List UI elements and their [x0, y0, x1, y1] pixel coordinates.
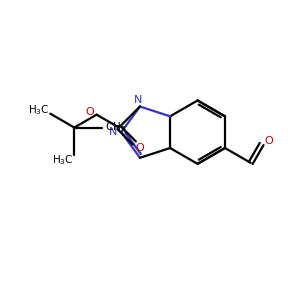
Text: O: O — [264, 136, 273, 146]
Text: N: N — [134, 95, 142, 105]
Text: CH$_3$: CH$_3$ — [105, 121, 127, 134]
Text: O: O — [135, 143, 144, 153]
Text: H$_3$C: H$_3$C — [52, 153, 73, 167]
Text: N: N — [109, 127, 118, 137]
Text: H$_3$C: H$_3$C — [28, 103, 49, 117]
Text: O: O — [85, 107, 94, 117]
